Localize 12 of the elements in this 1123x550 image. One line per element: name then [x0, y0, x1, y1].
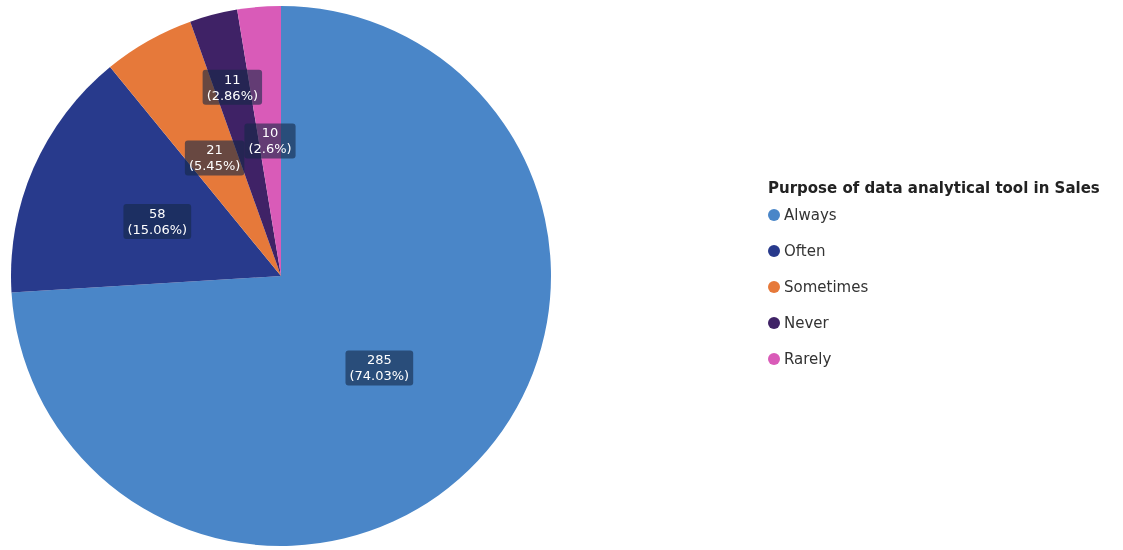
legend-label: Rarely — [784, 350, 832, 368]
data-label: 285 (74.03%) — [349, 352, 410, 384]
legend-title: Purpose of data analytical tool in Sales — [768, 179, 1100, 197]
data-label: 58 (15.06%) — [127, 205, 188, 237]
data-label: 10 (2.6%) — [248, 125, 292, 157]
legend-label: Always — [784, 206, 837, 224]
legend-label: Often — [784, 242, 826, 260]
legend-label: Never — [784, 314, 830, 332]
pie-slice — [11, 6, 551, 546]
data-label: 21 (5.45%) — [188, 142, 241, 174]
data-label: 11 (2.86%) — [206, 71, 259, 103]
legend-label: Sometimes — [784, 278, 869, 296]
